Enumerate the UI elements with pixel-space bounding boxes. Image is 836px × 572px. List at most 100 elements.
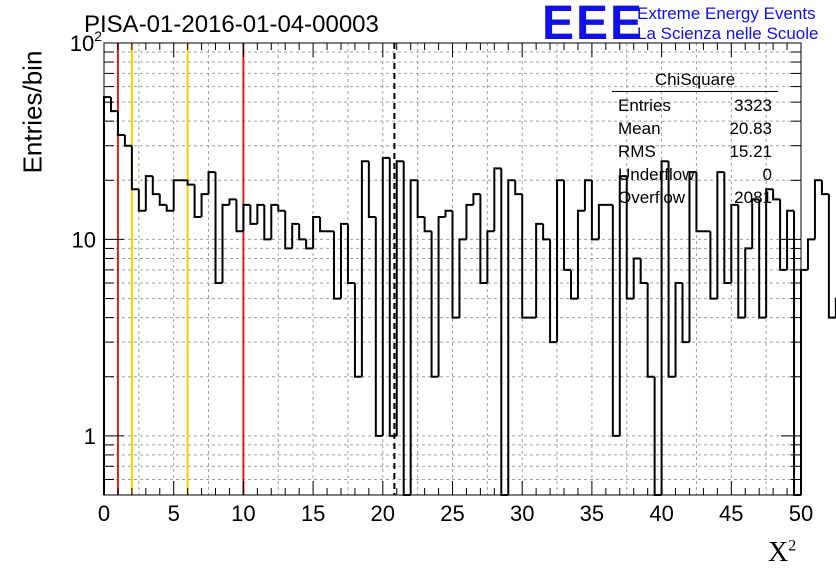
histogram-bin [109, 97, 118, 113]
histogram-bin [193, 184, 202, 219]
stat-label: Overflow [618, 188, 686, 207]
x-tick-label: 45 [719, 501, 743, 526]
histogram-bin [793, 210, 801, 496]
histogram-bin [486, 230, 495, 284]
histogram-bin [339, 222, 348, 299]
histogram-bin [737, 204, 746, 319]
histogram-bin [374, 217, 383, 437]
histogram-bin [249, 204, 258, 225]
histogram-bin [806, 238, 815, 270]
y-tick-label: 1 [84, 424, 96, 449]
histogram-bin [709, 231, 718, 300]
histogram-bin [765, 188, 774, 318]
histogram-bin [716, 171, 725, 299]
histogram-bin [437, 216, 446, 377]
y-tick-label: 10 [72, 227, 96, 252]
histogram-bin [772, 189, 781, 201]
y-axis-label: Entries/bin [17, 50, 48, 174]
histogram-bin [409, 179, 418, 495]
stat-value: 0 [762, 165, 772, 184]
histogram-bin [312, 216, 321, 249]
histogram-bin [500, 168, 509, 496]
histogram-bin [723, 172, 732, 285]
x-tick-label: 5 [168, 501, 180, 526]
histogram-bin [130, 145, 139, 191]
histogram-bin [535, 222, 544, 318]
stat-label: Mean [618, 119, 661, 138]
histogram-bin [632, 257, 641, 299]
histogram-bin [423, 217, 432, 233]
x-tick-label: 0 [98, 501, 110, 526]
histogram-bin [319, 217, 328, 233]
histogram-bin [172, 179, 181, 211]
histogram-bin [542, 223, 551, 241]
stat-value: 15.21 [729, 142, 772, 161]
histogram-bin [744, 247, 753, 318]
histogram-bin [256, 203, 265, 224]
stat-label: Underflow [618, 165, 695, 184]
histogram-bin [556, 179, 565, 343]
histogram-bin [200, 193, 209, 218]
histogram-bin [800, 268, 808, 495]
stats-box: ChiSquare Entries 3323 Mean 20.83 RMS 15… [612, 70, 778, 209]
histogram-bin [479, 194, 488, 285]
histogram-bin [381, 156, 390, 436]
x-tick-label: 35 [580, 501, 604, 526]
histogram-bin [353, 283, 362, 378]
x-tick-label: 25 [440, 501, 464, 526]
histogram-bin [242, 203, 251, 232]
stat-row-overflow: Overflow 2081 [612, 186, 778, 209]
stat-row-mean: Mean 20.83 [612, 117, 778, 140]
histogram-bin [549, 239, 558, 344]
run-title: PISA-01-2016-01-04-00003 [84, 11, 379, 38]
histogram-bin [688, 171, 697, 343]
eee-logo: EEE [542, 0, 645, 50]
x-axis-label-superscript: 2 [788, 537, 797, 555]
histogram-bin [590, 180, 599, 241]
histogram-bin [639, 258, 648, 285]
stat-label: RMS [618, 142, 656, 161]
histogram-bin [681, 283, 690, 344]
brand-line-1: Extreme Energy Events [637, 4, 816, 23]
histogram-bin [333, 231, 341, 300]
histogram-bin [667, 161, 676, 378]
stat-row-entries: Entries 3323 [612, 94, 778, 117]
histogram-bin [186, 180, 195, 186]
histogram-bin [214, 172, 223, 285]
histogram-bin [646, 283, 655, 378]
histogram-bin [235, 199, 244, 233]
histogram-bin [611, 204, 620, 437]
histogram-bin [472, 193, 481, 205]
stat-value: 2081 [734, 188, 772, 207]
histogram-bin [360, 160, 369, 377]
histogram-bin [521, 194, 530, 319]
histogram-bin [346, 223, 355, 285]
histogram-bin [674, 282, 683, 377]
histogram-bin [465, 203, 474, 240]
histogram-bin [444, 209, 453, 218]
histogram-bin [367, 161, 376, 219]
stat-row-rms: RMS 15.21 [612, 140, 778, 163]
histogram-bin [103, 96, 111, 495]
histogram-bin [151, 176, 160, 196]
stat-value: 3323 [734, 96, 772, 115]
x-tick-label: 50 [789, 501, 813, 526]
stat-row-underflow: Underflow 0 [612, 163, 778, 186]
histogram-bin [137, 189, 146, 212]
x-tick-label: 10 [231, 501, 255, 526]
x-axis-label-symbol: X [768, 537, 789, 568]
histogram-bin [507, 179, 516, 495]
histogram-bin [813, 179, 822, 240]
y-tick-label-exponent: 2 [94, 28, 102, 44]
histogram-bin [563, 180, 571, 271]
histogram-bin [569, 269, 578, 300]
histogram-bin [779, 199, 788, 271]
histogram-bin [116, 111, 125, 137]
histogram-bin [597, 203, 606, 240]
x-tick-label: 30 [510, 501, 534, 526]
histogram-bin [786, 209, 795, 270]
y-tick-label: 102 [70, 28, 102, 56]
histogram-bin [158, 194, 167, 206]
